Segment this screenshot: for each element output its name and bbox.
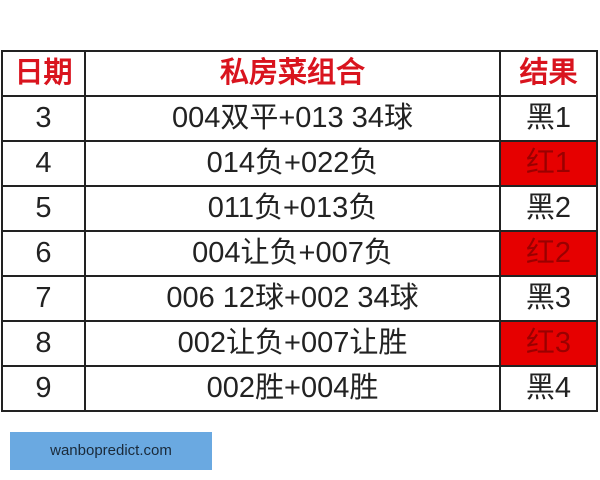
table-row: 7 006 12球+002 34球 黑3 (1, 275, 598, 322)
table-row: 6 004让负+007负 红2 (1, 230, 598, 277)
result-cell: 黑1 (499, 95, 598, 142)
results-table: 日期 私房菜组合 结果 3 004双平+013 34球 黑1 4 014负+022负 红1… (1, 50, 598, 412)
table-row: 5 011负+013负 黑2 (1, 185, 598, 232)
combo-cell: 011负+013负 (84, 185, 501, 232)
result-cell: 红3 (499, 320, 598, 367)
date-cell: 7 (1, 275, 86, 322)
date-cell: 8 (1, 320, 86, 367)
result-cell: 红2 (499, 230, 598, 277)
table-row: 3 004双平+013 34球 黑1 (1, 95, 598, 142)
date-cell: 5 (1, 185, 86, 232)
result-cell: 黑2 (499, 185, 598, 232)
table-row: 9 002胜+004胜 黑4 (1, 365, 598, 412)
header-date: 日期 (1, 50, 86, 97)
date-cell: 9 (1, 365, 86, 412)
combo-cell: 014负+022负 (84, 140, 501, 187)
date-cell: 6 (1, 230, 86, 277)
combo-cell: 002让负+007让胜 (84, 320, 501, 367)
header-row: 日期 私房菜组合 结果 (1, 50, 598, 97)
header-result: 结果 (499, 50, 598, 97)
watermark-badge: wanbopredict.com (10, 432, 212, 470)
combo-cell: 006 12球+002 34球 (84, 275, 501, 322)
table-row: 4 014负+022负 红1 (1, 140, 598, 187)
result-cell: 黑4 (499, 365, 598, 412)
combo-cell: 004让负+007负 (84, 230, 501, 277)
table-row: 8 002让负+007让胜 红3 (1, 320, 598, 367)
date-cell: 3 (1, 95, 86, 142)
result-cell: 黑3 (499, 275, 598, 322)
result-cell: 红1 (499, 140, 598, 187)
date-cell: 4 (1, 140, 86, 187)
header-combo: 私房菜组合 (84, 50, 501, 97)
combo-cell: 002胜+004胜 (84, 365, 501, 412)
combo-cell: 004双平+013 34球 (84, 95, 501, 142)
